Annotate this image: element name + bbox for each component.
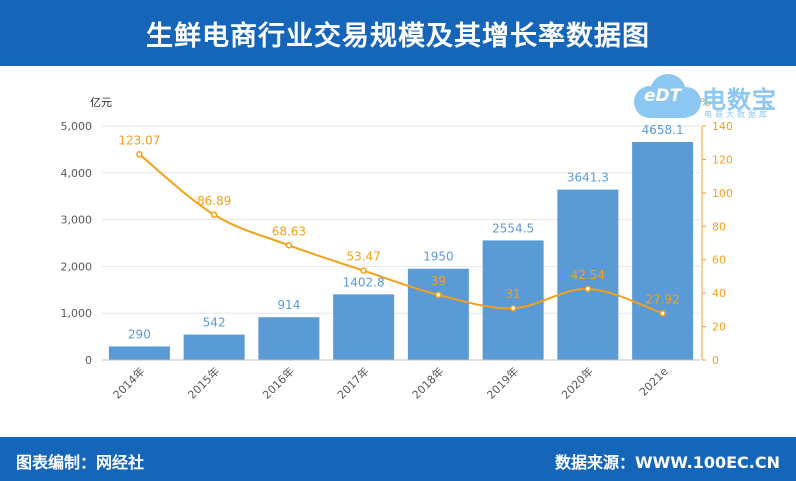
bar xyxy=(482,240,544,360)
growth-rate-point xyxy=(659,310,666,317)
footer-bar: 图表编制：网经社 数据来源：WWW.100EC.CN xyxy=(0,437,796,481)
y-left-tick-label: 5,000 xyxy=(61,120,93,133)
y-right-tick-label: 140 xyxy=(712,120,733,133)
bar xyxy=(258,317,320,360)
logo: eDT 电数宝 电商大数据库 xyxy=(628,72,794,122)
growth-rate-point xyxy=(509,304,517,312)
growth-rate-point xyxy=(360,267,367,274)
y-left-unit: 亿元 xyxy=(90,96,112,109)
logo-tagline: 电商大数据库 xyxy=(704,110,770,119)
growth-rate-label: 39 xyxy=(431,274,446,288)
footer-source: 数据来源：WWW.100EC.CN xyxy=(554,453,780,472)
footer-credit: 图表编制：网经社 xyxy=(16,453,145,472)
bar-value-label: 290 xyxy=(128,327,151,341)
logo-mark: eDT xyxy=(644,86,682,106)
y-left-tick-label: 1,000 xyxy=(61,307,93,320)
x-tick-label: 2017年 xyxy=(334,364,371,401)
bar-value-label: 914 xyxy=(277,298,300,312)
x-tick-label: 2018年 xyxy=(409,364,446,401)
chart-title: 生鲜电商行业交易规模及其增长率数据图 xyxy=(146,20,650,52)
bar-value-label: 4658.1 xyxy=(642,123,684,137)
growth-rate-point xyxy=(136,151,143,158)
y-left-tick-label: 3,000 xyxy=(61,214,93,227)
x-tick-label: 2021e xyxy=(637,365,671,399)
bar xyxy=(632,142,694,360)
x-tick-label: 2014年 xyxy=(110,364,147,401)
y-left-tick-label: 4,000 xyxy=(61,167,93,180)
growth-rate-label: 31 xyxy=(505,287,520,301)
x-tick-label: 2016年 xyxy=(260,364,297,401)
y-right-tick-label: 60 xyxy=(712,254,726,267)
y-right-unit: % xyxy=(700,96,710,109)
bar-value-label: 542 xyxy=(203,316,226,330)
bar xyxy=(333,294,395,360)
bar-value-label: 1402.8 xyxy=(343,275,385,289)
y-right-tick-label: 80 xyxy=(712,220,726,233)
growth-rate-point xyxy=(435,291,442,299)
bar xyxy=(183,334,245,360)
bar xyxy=(407,268,469,360)
bar-value-label: 2554.5 xyxy=(492,221,534,235)
logo-name: 电数宝 xyxy=(702,86,777,114)
bar-value-label: 3641.3 xyxy=(567,171,609,185)
y-right-tick-label: 0 xyxy=(712,354,719,367)
x-tick-label: 2020年 xyxy=(559,364,596,401)
growth-rate-point xyxy=(285,242,293,249)
growth-rate-label: 86.89 xyxy=(197,194,231,208)
y-right-tick-label: 120 xyxy=(712,153,733,166)
bar xyxy=(557,189,619,360)
title-bar: 生鲜电商行业交易规模及其增长率数据图 xyxy=(0,0,796,66)
y-left-tick-label: 0 xyxy=(85,354,92,367)
growth-rate-label: 123.07 xyxy=(118,133,160,147)
cloud-icon xyxy=(634,74,701,118)
growth-rate-point xyxy=(584,285,592,293)
y-left-tick-label: 2,000 xyxy=(61,260,93,273)
x-tick-label: 2015年 xyxy=(185,364,222,401)
growth-rate-label: 27.92 xyxy=(645,292,679,306)
growth-rate-point xyxy=(210,211,218,219)
bar xyxy=(108,346,170,360)
y-right-tick-label: 20 xyxy=(712,321,726,334)
x-tick-label: 2019年 xyxy=(484,364,521,401)
growth-rate-label: 53.47 xyxy=(346,250,380,264)
y-right-tick-label: 100 xyxy=(712,187,733,200)
growth-rate-label: 42.54 xyxy=(571,268,605,282)
growth-rate-label: 68.63 xyxy=(272,224,306,238)
bar-value-label: 1950 xyxy=(423,250,454,264)
chart-area: 0 1,000 2,000 3,000 4,000 5,000 亿元 0 20 40 60 80 100… xyxy=(61,96,734,402)
y-right-tick-label: 40 xyxy=(712,287,726,300)
